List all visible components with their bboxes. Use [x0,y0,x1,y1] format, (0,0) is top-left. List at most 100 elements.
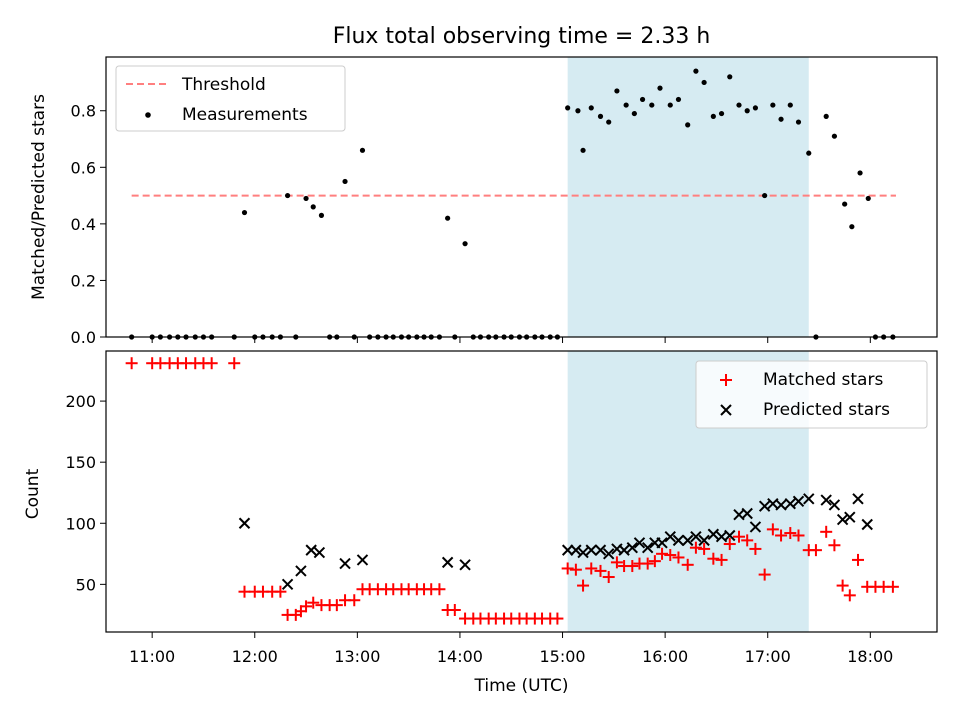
matched-star-point [852,553,865,566]
top-axes-frame [105,56,938,338]
predicted-star-point [775,499,787,511]
predicted-star-point [844,511,856,523]
predicted-star-point [577,546,589,559]
matched-star-point [626,560,639,573]
predicted-star-point [861,518,873,531]
predicted-star-point [698,534,710,547]
predicted-star-point [459,559,471,571]
bottom-x-tick-label: 17:00 [745,647,791,666]
matched-star-point [238,585,251,598]
legend-predicted-label: Predicted stars [763,400,890,420]
bottom-x-tick-label: 15:00 [539,647,585,666]
predicted-star-point [681,534,694,547]
matched-star-point [723,538,736,551]
matched-star-point [775,529,788,542]
predicted-star-point [295,565,307,577]
predicted-star-point [741,507,753,520]
bottom-y-axis-label: Count [23,468,43,519]
matched-star-point [602,571,615,584]
predicted-star-point [784,498,796,510]
bottom-x-tick-label: 13:00 [334,647,380,666]
predicted-points [238,493,873,591]
predicted-star-point [690,530,702,543]
predicted-star-point [313,546,326,559]
predicted-star-point [758,500,771,512]
predicted-star-point [238,517,251,529]
matched-star-point [551,612,564,625]
matched-star-point [707,552,720,565]
top-y-tick-label: 0.2 [71,271,96,290]
measurement-point [667,102,673,108]
matched-star-point [594,564,607,577]
matched-star-point [698,542,711,555]
measurement-point [849,224,855,230]
predicted-star-point [602,548,615,560]
measurement-point [575,108,581,114]
measurement-point [857,170,863,176]
bottom-axes-frame [105,350,938,633]
measurement-point [752,105,759,111]
matched-star-point [809,544,822,557]
measurement-point [342,178,348,185]
measurement-point [580,147,586,153]
matched-star-point [648,555,661,568]
predicted-star-point [664,530,676,543]
matched-star-point [836,579,849,592]
matched-star-point [664,549,677,562]
matched-star-point [274,585,287,598]
bottom-x-tick-label: 11:00 [129,647,175,666]
matched-star-point [715,553,728,566]
predicted-star-point [585,544,597,556]
measurement-point [462,241,468,247]
matched-star-point [689,541,702,554]
matched-star-point [561,562,574,575]
bottom-y-tick-label: 100 [65,514,96,533]
predicted-star-point [852,493,864,505]
predicted-star-point [724,529,736,542]
matched-star-point [672,551,685,564]
bottom-y-tick-label: 50 [76,575,96,594]
measurement-point [718,110,725,117]
bottom-y-tick-label: 150 [65,453,96,472]
predicted-star-point [339,557,351,570]
measurement-point [623,102,629,108]
matched-star-point [766,523,779,536]
measurement-point [675,96,682,103]
top-y-axis-label: Matched/Predicted stars [29,94,49,300]
measurement-point [318,212,325,218]
predicted-star-point [594,544,607,556]
predicted-star-point [618,544,630,556]
bottom-x-tick-label: 16:00 [642,647,688,666]
measurement-point [639,96,646,103]
predicted-star-point [561,544,574,556]
predicted-star-point [570,544,582,556]
measurement-point [762,192,768,199]
legend-measurements-label: Measurements [182,105,308,125]
predicted-star-point [836,513,849,526]
bottom-legend-box [695,360,928,429]
legend-measurement-swatch [145,112,151,118]
matched-star-point [886,580,899,593]
matched-star-point [125,357,138,370]
matched-star-point [569,563,582,576]
matched-star-point [681,558,694,571]
measurement-point [831,133,838,139]
predicted-star-point [356,554,369,566]
legend-threshold-label: Threshold [181,75,266,95]
measurement-point [842,201,848,207]
measurement-point [241,209,248,216]
bottom-y-ticks: 50 100 150 200 [65,392,106,594]
predicted-star-point [656,537,668,549]
predicted-star-point [707,528,720,540]
matched-points [125,357,899,625]
measurement-point [727,74,733,80]
legend-predicted-swatch [720,404,732,416]
top-legend-box [115,65,346,132]
chart-title: Flux total observing time = 2.33 h [333,24,711,49]
measurement-point [787,102,793,108]
top-highlight-span [567,57,809,337]
predicted-star-point [633,537,646,549]
predicted-star-point [305,544,317,556]
matched-star-point [228,357,241,370]
bottom-legend: Matched stars Predicted stars [695,360,928,429]
